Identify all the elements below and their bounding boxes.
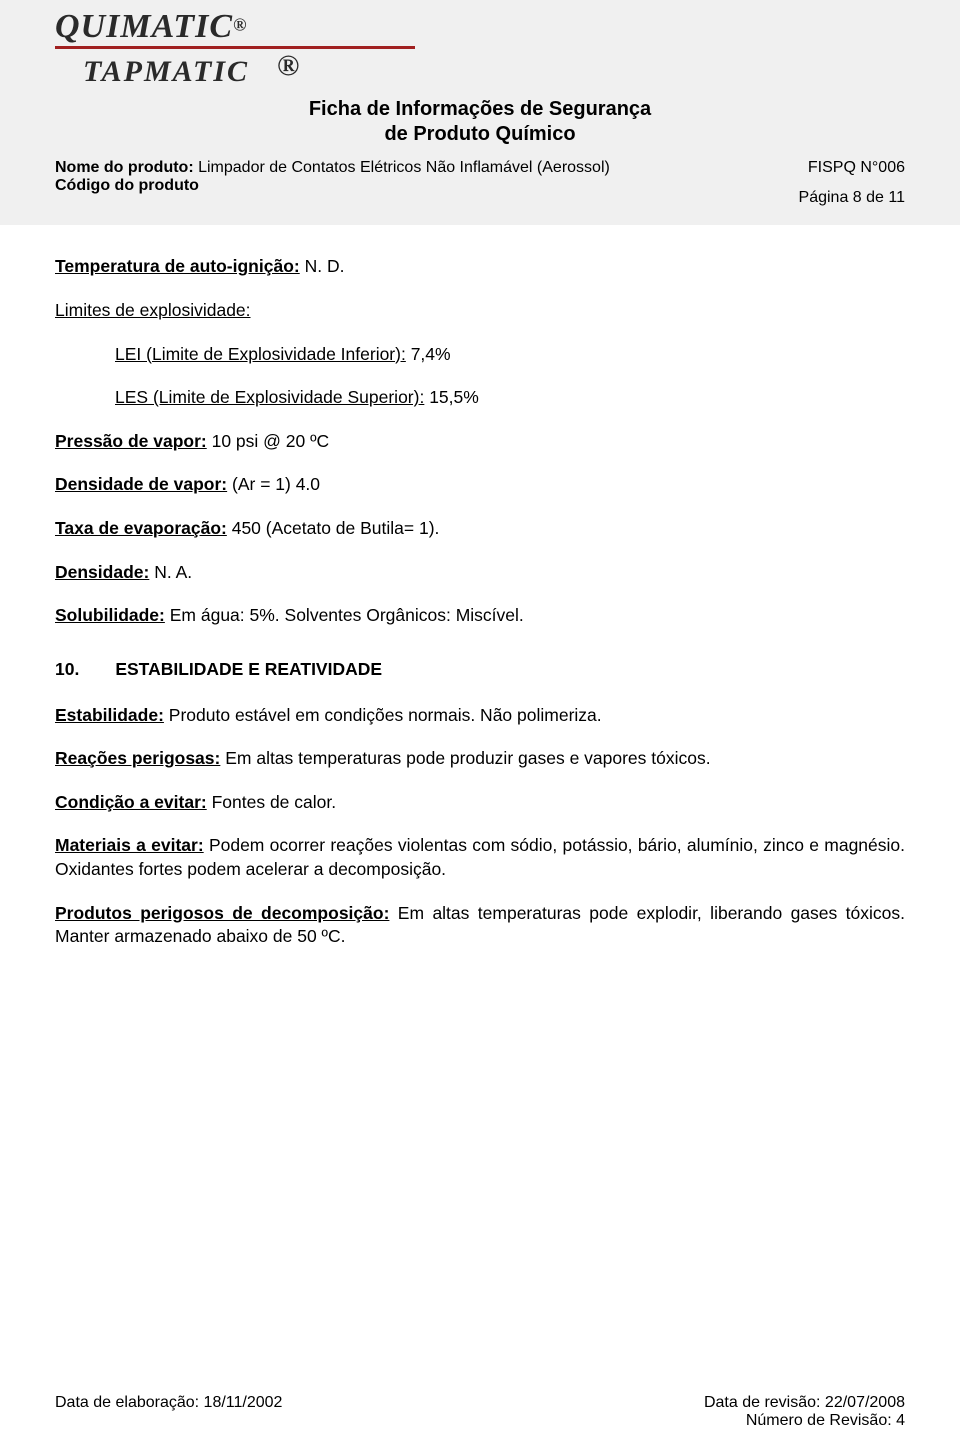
- meta-row: Nome do produto: Limpador de Contatos El…: [55, 159, 905, 207]
- logo-line-1: QUIMATIC®: [55, 10, 905, 44]
- logo-line-2: TAPMATIC ®: [55, 51, 905, 87]
- logo-tapmatic: TAPMATIC: [83, 55, 249, 88]
- cond-value: Fontes de calor.: [207, 792, 336, 812]
- logo-divider: [55, 46, 415, 49]
- les-line: LES (Limite de Explosividade Superior): …: [115, 386, 905, 410]
- taxa-evaporacao: Taxa de evaporação: 450 (Acetato de Buti…: [55, 517, 905, 541]
- taxa-evap-value: 450 (Acetato de Butila= 1).: [227, 518, 440, 538]
- product-line: Nome do produto: Limpador de Contatos El…: [55, 159, 610, 177]
- les-label: LES (Limite de Explosividade Superior):: [115, 387, 424, 407]
- doc-title-line1: Ficha de Informações de Segurança: [55, 97, 905, 122]
- product-value: Limpador de Contatos Elétricos Não Infla…: [194, 159, 610, 176]
- content-region: Temperatura de auto-ignição: N. D. Limit…: [0, 225, 960, 949]
- reacoes-perigosas: Reações perigosas: Em altas temperaturas…: [55, 747, 905, 771]
- temp-ignicao-value: N. D.: [300, 256, 345, 276]
- temp-ignicao: Temperatura de auto-ignição: N. D.: [55, 255, 905, 279]
- temp-ignicao-label: Temperatura de auto-ignição:: [55, 256, 300, 276]
- doc-title-line2: de Produto Químico: [55, 122, 905, 147]
- footer-rev-date: Data de revisão: 22/07/2008: [704, 1394, 905, 1412]
- pressao-label: Pressão de vapor:: [55, 431, 207, 451]
- pressao-vapor: Pressão de vapor: 10 psi @ 20 ºC: [55, 430, 905, 454]
- dens-vapor-value: (Ar = 1) 4.0: [227, 474, 320, 494]
- solubilidade: Solubilidade: Em água: 5%. Solventes Org…: [55, 604, 905, 628]
- cond-label: Condição a evitar:: [55, 792, 207, 812]
- footer-right: Data de revisão: 22/07/2008 Número de Re…: [704, 1394, 905, 1430]
- taxa-evap-label: Taxa de evaporação:: [55, 518, 227, 538]
- les-value: 15,5%: [424, 387, 478, 407]
- dens-label: Densidade:: [55, 562, 149, 582]
- fispq-number: FISPQ N°006: [799, 159, 905, 177]
- footer-rev-num: Número de Revisão: 4: [704, 1412, 905, 1430]
- footer-region: Data de elaboração: 18/11/2002 Data de r…: [55, 1394, 905, 1430]
- materiais-evitar: Materiais a evitar: Podem ocorrer reaçõe…: [55, 834, 905, 881]
- lei-line: LEI (Limite de Explosividade Inferior): …: [115, 343, 905, 367]
- limites-explosividade-label: Limites de explosividade:: [55, 299, 905, 323]
- document-title: Ficha de Informações de Segurança de Pro…: [55, 97, 905, 147]
- prod-label: Produtos perigosos de decomposição:: [55, 903, 389, 923]
- meta-left: Nome do produto: Limpador de Contatos El…: [55, 159, 610, 207]
- footer-elab: Data de elaboração: 18/11/2002: [55, 1394, 282, 1430]
- estab-label: Estabilidade:: [55, 705, 164, 725]
- lei-value: 7,4%: [406, 344, 451, 364]
- lei-label: LEI (Limite de Explosividade Inferior):: [115, 344, 406, 364]
- mat-label: Materiais a evitar:: [55, 835, 204, 855]
- estabilidade: Estabilidade: Produto estável em condiçõ…: [55, 704, 905, 728]
- pressao-value: 10 psi @ 20 ºC: [207, 431, 329, 451]
- dens-value: N. A.: [149, 562, 192, 582]
- estab-value: Produto estável em condições normais. Nã…: [164, 705, 602, 725]
- logo-quimatic: QUIMATIC: [55, 8, 233, 45]
- solub-value: Em água: 5%. Solventes Orgânicos: Miscív…: [165, 605, 524, 625]
- page-number: Página 8 de 11: [799, 189, 905, 207]
- densidade: Densidade: N. A.: [55, 561, 905, 585]
- registered-icon: ®: [277, 49, 301, 82]
- product-label: Nome do produto:: [55, 159, 194, 176]
- densidade-vapor: Densidade de vapor: (Ar = 1) 4.0: [55, 473, 905, 497]
- condicao-evitar: Condição a evitar: Fontes de calor.: [55, 791, 905, 815]
- header-region: QUIMATIC® TAPMATIC® Ficha de Informações…: [0, 0, 960, 225]
- reacoes-label: Reações perigosas:: [55, 748, 220, 768]
- logo-block: QUIMATIC® TAPMATIC®: [55, 10, 905, 87]
- code-label: Código do produto: [55, 177, 610, 195]
- dens-vapor-label: Densidade de vapor:: [55, 474, 227, 494]
- reacoes-value: Em altas temperaturas pode produzir gase…: [220, 748, 710, 768]
- registered-icon: ®: [233, 15, 247, 35]
- meta-right: FISPQ N°006 Página 8 de 11: [799, 159, 905, 207]
- solub-label: Solubilidade:: [55, 605, 165, 625]
- section-10-heading: 10. ESTABILIDADE E REATIVIDADE: [55, 658, 905, 682]
- section-10-title: ESTABILIDADE E REATIVIDADE: [115, 658, 382, 682]
- section-10-number: 10.: [55, 658, 79, 682]
- produtos-perigosos: Produtos perigosos de decomposição: Em a…: [55, 902, 905, 949]
